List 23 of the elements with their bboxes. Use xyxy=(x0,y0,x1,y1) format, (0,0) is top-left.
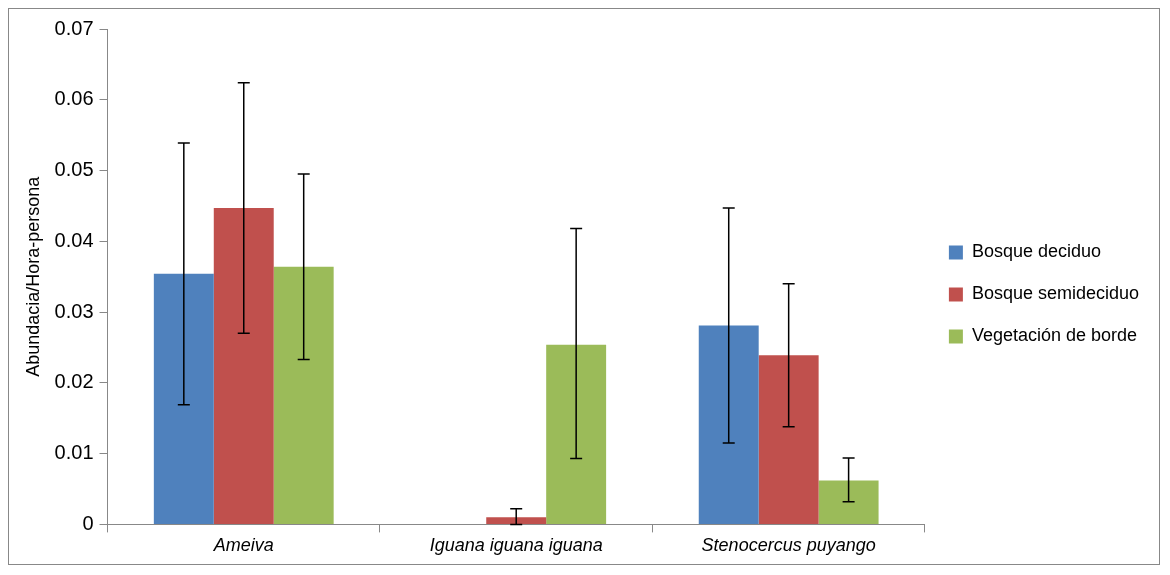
y-axis-title: Abundacia/Hora-persona xyxy=(22,175,43,377)
x-tick-label: Stenocercus puyango xyxy=(701,535,876,556)
bar xyxy=(698,325,759,524)
y-tick-label: 0.06 xyxy=(54,87,94,110)
y-tick-label: 0 xyxy=(82,511,94,534)
y-tick-label: 0.03 xyxy=(54,299,94,322)
bar xyxy=(818,480,879,524)
y-tick-label: 0.02 xyxy=(54,370,94,393)
bar xyxy=(486,517,547,524)
y-tick-label: 0.04 xyxy=(54,228,94,251)
legend-label: Bosque deciduo xyxy=(971,241,1101,262)
y-tick-label: 0.01 xyxy=(54,441,94,464)
y-tick-label: 0.05 xyxy=(54,158,94,181)
bar xyxy=(546,344,607,524)
x-tick-label: Ameiva xyxy=(212,535,274,556)
bar xyxy=(213,208,274,524)
legend-label: Bosque semideciduo xyxy=(971,283,1139,304)
legend-label: Vegetación de borde xyxy=(971,325,1138,346)
bar xyxy=(273,266,334,524)
bar xyxy=(758,355,819,524)
y-tick-label: 0.07 xyxy=(54,16,94,39)
x-tick-label: Iguana iguana iguana xyxy=(429,535,603,556)
bar xyxy=(153,273,214,524)
